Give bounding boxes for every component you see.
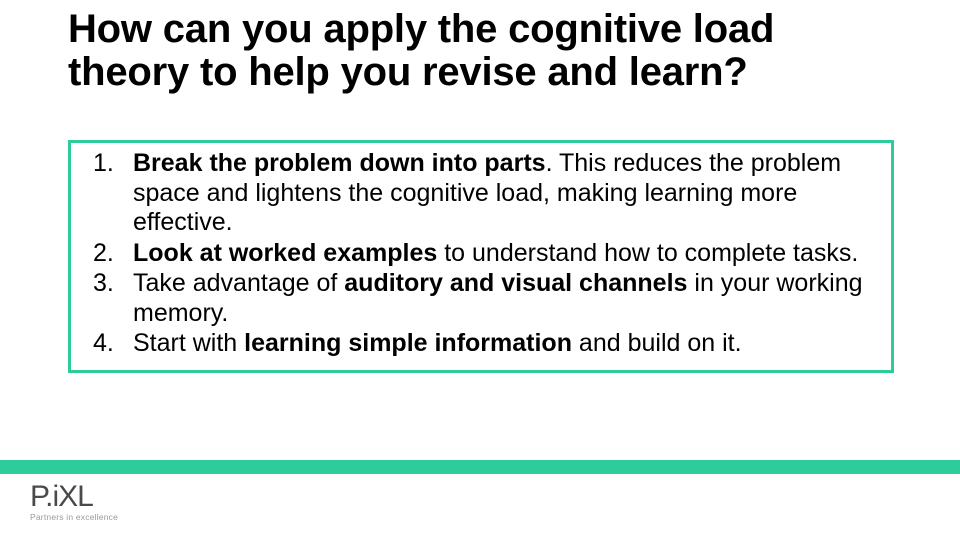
list-item-pre: Start with (133, 329, 244, 357)
logo-letters-xl: XL (58, 480, 93, 513)
list-item-pre: Take advantage of (133, 269, 344, 297)
logo-tagline: Partners in excellence (30, 512, 118, 522)
list-item-bold: auditory and visual channels (344, 269, 687, 297)
list-item-tail: and build on it. (572, 329, 742, 357)
list-item-bold: Break the problem down into parts (133, 149, 546, 177)
list-item: Take advantage of auditory and visual ch… (75, 269, 873, 328)
slide-root: How can you apply the cognitive load the… (0, 0, 960, 540)
list-item: Look at worked examples to understand ho… (75, 239, 873, 269)
content-box: Break the problem down into parts. This … (68, 140, 894, 373)
page-title: How can you apply the cognitive load the… (68, 8, 898, 94)
brand-logo: P.iXL Partners in excellence (30, 480, 118, 522)
list-item-tail: to understand how to complete tasks. (437, 239, 858, 267)
footer-accent-bar (0, 460, 960, 474)
ordered-list: Break the problem down into parts. This … (75, 149, 873, 359)
list-item: Break the problem down into parts. This … (75, 149, 873, 238)
logo-dot-icon: . (45, 480, 52, 513)
list-item-bold: Look at worked examples (133, 239, 437, 267)
logo-letter-p: P (30, 480, 45, 513)
list-item-bold: learning simple information (244, 329, 572, 357)
logo-text: P.iXL (30, 480, 118, 514)
list-item: Start with learning simple information a… (75, 329, 873, 359)
